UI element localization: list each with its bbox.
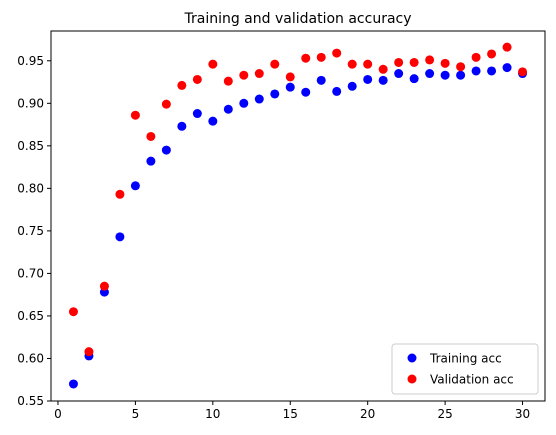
validation-point bbox=[208, 59, 218, 69]
validation-point bbox=[409, 57, 419, 67]
validation-point bbox=[363, 59, 373, 69]
training-point bbox=[394, 69, 404, 79]
x-tick-label: 10 bbox=[205, 407, 220, 421]
training-point bbox=[130, 181, 140, 191]
validation-point bbox=[456, 62, 466, 72]
data-points bbox=[68, 42, 528, 389]
training-point bbox=[254, 94, 264, 104]
x-tick-label: 30 bbox=[515, 407, 530, 421]
y-tick-label: 0.70 bbox=[17, 266, 44, 280]
training-point bbox=[177, 121, 187, 131]
validation-point bbox=[270, 59, 280, 69]
chart-title: Training and validation accuracy bbox=[183, 11, 411, 27]
training-point bbox=[456, 70, 466, 80]
training-point bbox=[502, 63, 512, 73]
validation-point bbox=[115, 189, 125, 199]
training-point bbox=[68, 379, 78, 389]
validation-point bbox=[146, 131, 156, 141]
training-point bbox=[487, 66, 497, 76]
legend-marker bbox=[407, 374, 417, 384]
validation-point bbox=[316, 52, 326, 62]
validation-point bbox=[378, 64, 388, 74]
training-point bbox=[363, 74, 373, 84]
y-tick-label: 0.60 bbox=[17, 351, 44, 365]
x-tick-label: 20 bbox=[360, 407, 375, 421]
validation-point bbox=[502, 42, 512, 52]
plot-frame bbox=[50, 30, 546, 402]
x-tick-label: 25 bbox=[437, 407, 452, 421]
training-point bbox=[440, 70, 450, 80]
validation-point bbox=[68, 307, 78, 317]
training-point bbox=[471, 66, 481, 76]
validation-point bbox=[332, 48, 342, 58]
training-point bbox=[285, 82, 295, 92]
validation-point bbox=[161, 99, 171, 109]
validation-point bbox=[285, 72, 295, 82]
training-point bbox=[332, 86, 342, 96]
validation-point bbox=[192, 74, 202, 84]
y-axis: 0.55 0.60 0.65 0.70 0.75 0.80 0.85 0.90 0.95 bbox=[17, 54, 51, 408]
training-point bbox=[425, 69, 435, 79]
training-point bbox=[146, 156, 156, 166]
training-point bbox=[239, 98, 249, 108]
training-point bbox=[301, 87, 311, 97]
validation-point bbox=[239, 70, 249, 80]
y-tick-label: 0.85 bbox=[17, 139, 44, 153]
training-point bbox=[347, 81, 357, 91]
validation-point bbox=[518, 67, 528, 77]
validation-point bbox=[99, 281, 109, 291]
validation-point bbox=[254, 69, 264, 79]
training-point bbox=[223, 104, 233, 114]
training-point bbox=[192, 109, 202, 119]
validation-point bbox=[487, 49, 497, 59]
training-point bbox=[270, 89, 280, 99]
training-point bbox=[208, 116, 218, 126]
legend-box bbox=[391, 343, 539, 395]
training-point bbox=[161, 145, 171, 155]
x-axis: 0 5 10 15 20 25 30 bbox=[54, 401, 530, 421]
y-tick-label: 0.55 bbox=[17, 394, 44, 408]
training-point bbox=[378, 75, 388, 85]
y-tick-label: 0.80 bbox=[17, 181, 44, 195]
legend-label: Validation acc bbox=[430, 373, 514, 387]
validation-point bbox=[223, 76, 233, 86]
validation-point bbox=[177, 80, 187, 90]
y-tick-label: 0.75 bbox=[17, 224, 44, 238]
validation-point bbox=[394, 57, 404, 67]
x-tick-label: 0 bbox=[54, 407, 62, 421]
y-tick-label: 0.90 bbox=[17, 96, 44, 110]
validation-point bbox=[84, 347, 94, 357]
legend-label: Training acc bbox=[429, 352, 502, 366]
validation-point bbox=[130, 110, 140, 120]
y-tick-label: 0.95 bbox=[17, 54, 44, 68]
validation-point bbox=[301, 53, 311, 63]
validation-point bbox=[471, 52, 481, 62]
x-tick-label: 5 bbox=[132, 407, 140, 421]
series-validation-acc bbox=[68, 42, 528, 357]
legend: Training acc Validation acc bbox=[391, 343, 539, 395]
legend-marker bbox=[407, 353, 417, 363]
validation-point bbox=[440, 58, 450, 68]
training-point bbox=[409, 74, 419, 84]
validation-point bbox=[425, 55, 435, 65]
validation-point bbox=[347, 59, 357, 69]
x-tick-label: 15 bbox=[283, 407, 298, 421]
y-tick-label: 0.65 bbox=[17, 309, 44, 323]
series-training-acc bbox=[68, 63, 528, 389]
training-point bbox=[316, 75, 326, 85]
training-point bbox=[115, 232, 125, 242]
